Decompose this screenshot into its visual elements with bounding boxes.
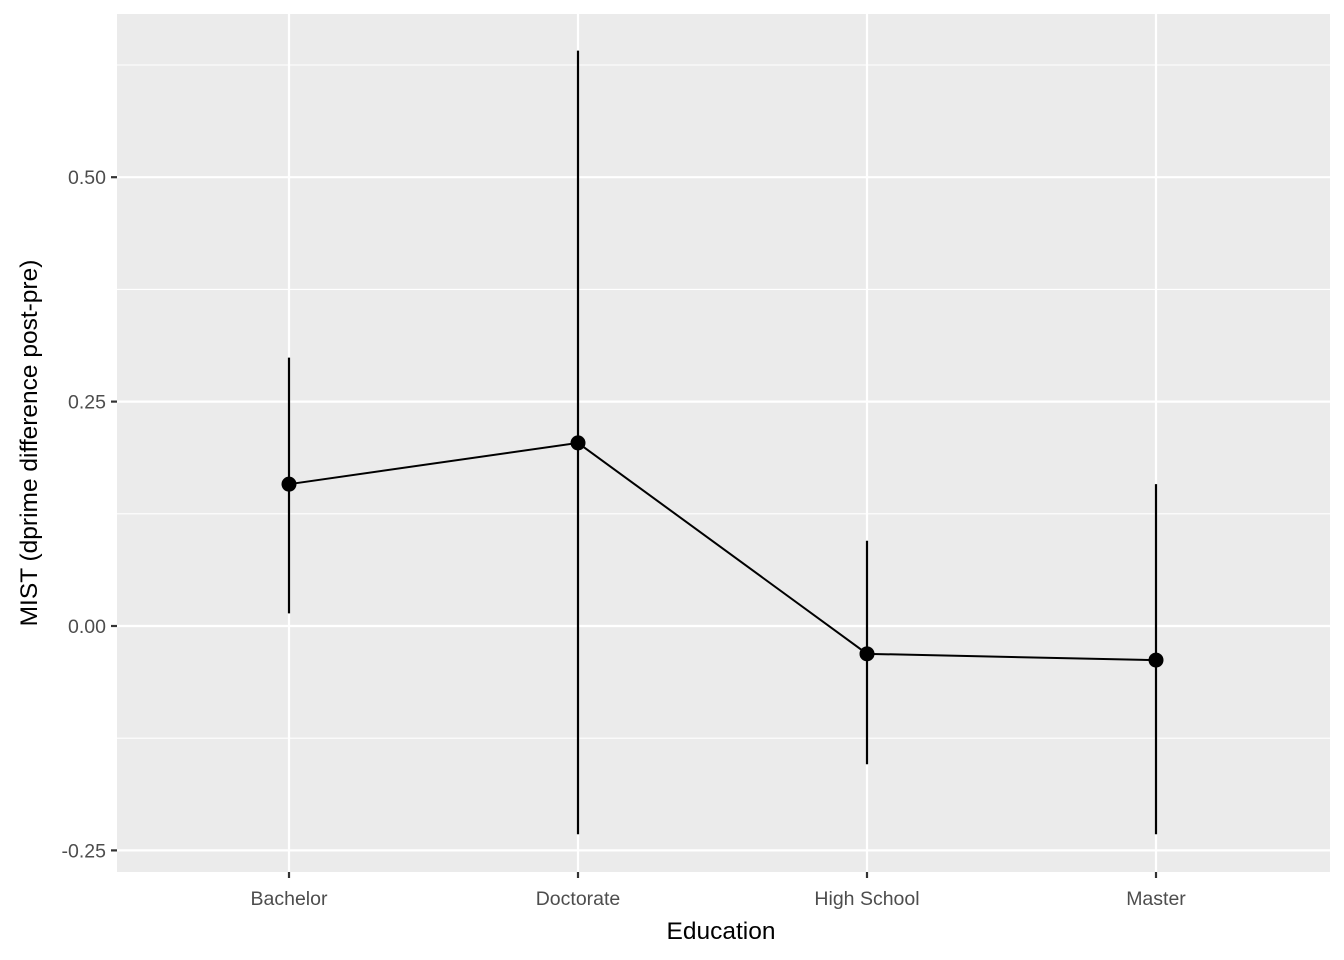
series-line [288,441,1157,662]
data-point-1 [570,435,586,451]
data-point-3 [1148,652,1164,668]
y-axis-title: MIST (dprime difference post-pre) [16,260,43,627]
x-tick-label-2: High School [814,888,919,910]
data-point-2 [859,646,875,662]
y-axis: -0.25 0.00 0.25 0.50 [62,167,117,862]
y-tick-label-2: 0.25 [68,392,106,414]
x-tick-label-3: Master [1126,888,1186,910]
y-tick-label-3: 0.50 [68,167,106,189]
x-tick-label-0: Bachelor [251,888,328,910]
series-layer [281,50,1164,835]
x-axis-title: Education [667,918,776,945]
x-axis: Bachelor Doctorate High School Master [251,872,1186,910]
y-tick-label-1: 0.00 [68,616,106,638]
x-tick-label-1: Doctorate [536,888,621,910]
plot-panel [117,14,1330,872]
minor-gridlines [117,64,1330,739]
data-point-0 [281,476,297,492]
y-tick-label-0: -0.25 [62,840,107,862]
